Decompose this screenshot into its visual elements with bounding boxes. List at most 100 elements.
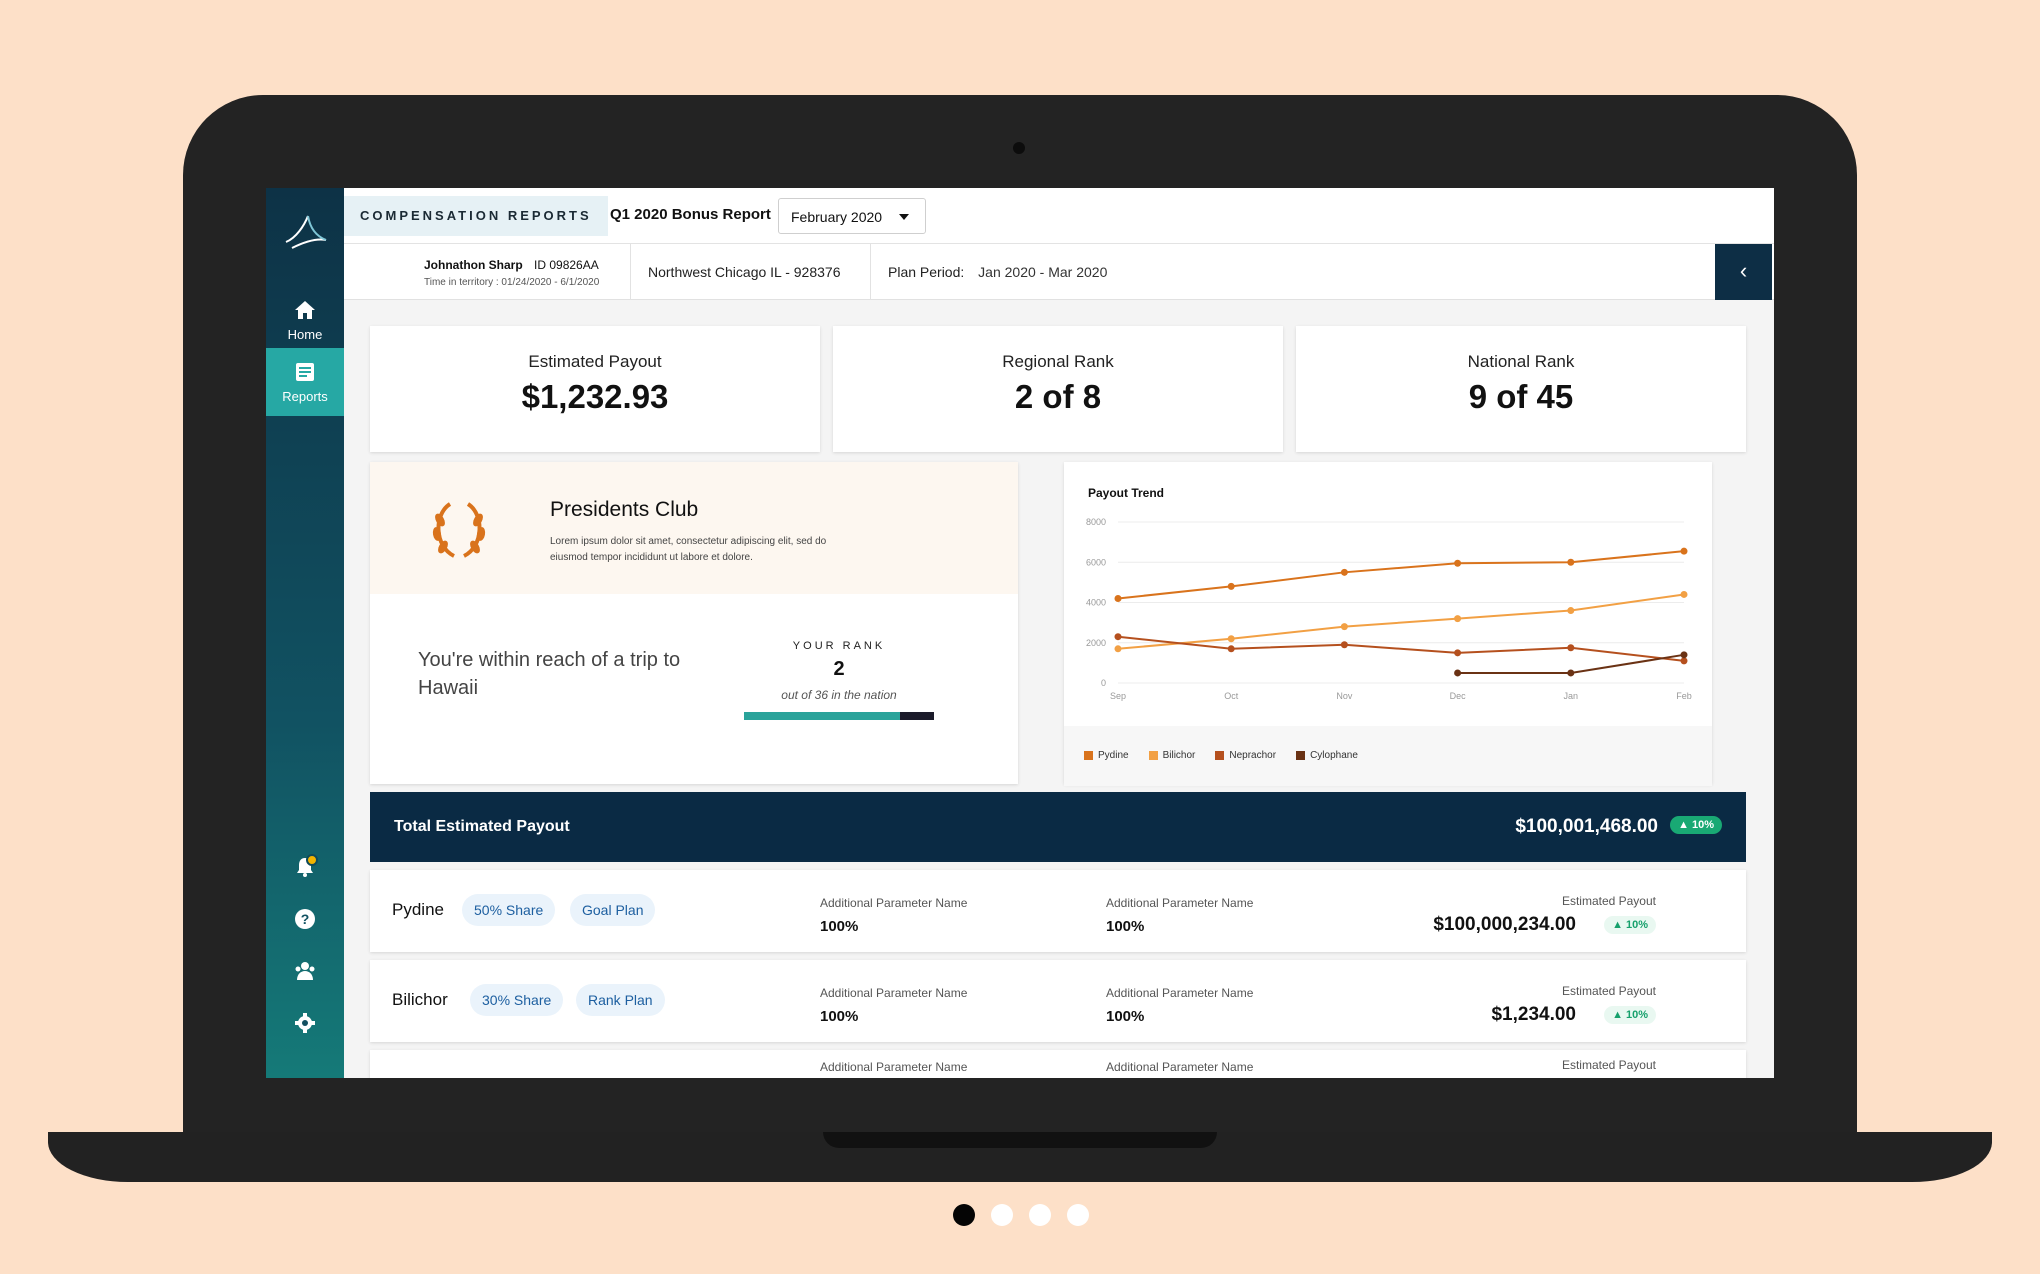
data-point-bilichor[interactable]: [1340, 623, 1348, 631]
home-icon: [295, 300, 315, 319]
camera-dot: [1013, 142, 1025, 154]
data-point-pydine[interactable]: [1227, 582, 1235, 590]
data-point-neprachor[interactable]: [1114, 633, 1122, 641]
data-point-cylophane[interactable]: [1567, 669, 1575, 677]
carousel-dot[interactable]: [1067, 1204, 1089, 1226]
kpi-label: Estimated Payout: [528, 352, 662, 371]
x-tick-label: Dec: [1450, 691, 1467, 701]
plan-row-partial[interactable]: Additional Parameter Name Additional Par…: [370, 1050, 1746, 1078]
data-point-neprachor[interactable]: [1340, 641, 1348, 649]
presidents-club-header: Presidents Club Lorem ipsum dolor sit am…: [370, 462, 1018, 594]
share-pill[interactable]: 30% Share: [470, 984, 564, 1016]
share-pill[interactable]: 50% Share: [462, 894, 556, 926]
legend-swatch: [1296, 751, 1306, 760]
data-point-neprachor[interactable]: [1567, 644, 1575, 652]
territory: Northwest Chicago IL - 928376: [648, 264, 841, 280]
plan-pill[interactable]: Rank Plan: [576, 984, 665, 1016]
chevron-left-icon: ‹: [1739, 258, 1748, 283]
x-tick-label: Sep: [1110, 691, 1126, 701]
help-icon[interactable]: ?: [294, 908, 316, 930]
person-name: Johnathon Sharp ID 09826AA: [424, 258, 599, 272]
plan-row-bilichor[interactable]: Bilichor 30% Share Rank Plan Additional …: [370, 960, 1746, 1042]
report-title: Q1 2020 Bonus Report: [610, 206, 771, 223]
divider: [870, 244, 871, 300]
legend-item-neprachor[interactable]: Neprachor: [1215, 750, 1276, 761]
kpi-value: $1,232.93: [521, 378, 669, 415]
sidebar: Home Reports ?: [266, 188, 344, 1078]
data-point-cylophane[interactable]: [1454, 669, 1462, 677]
sidebar-item-reports[interactable]: Reports: [266, 348, 344, 416]
data-point-pydine[interactable]: [1114, 594, 1122, 602]
total-change-value: 10%: [1691, 819, 1714, 831]
your-rank-value: 2: [833, 658, 845, 680]
row-name: Pydine: [392, 900, 444, 919]
data-point-pydine[interactable]: [1680, 547, 1688, 555]
series-line-pydine: [1117, 550, 1685, 600]
row-change-value: 10%: [1625, 919, 1648, 931]
your-rank-label: YOUR RANK: [792, 640, 886, 652]
data-point-bilichor[interactable]: [1567, 607, 1575, 615]
y-tick-label: 0: [1101, 678, 1106, 688]
presidents-club-description: Lorem ipsum dolor sit amet, consectetur …: [550, 536, 827, 563]
estimated-payout-label: Estimated Payout: [1561, 984, 1656, 998]
data-point-bilichor[interactable]: [1680, 590, 1688, 598]
data-point-neprachor[interactable]: [1454, 649, 1462, 657]
data-point-neprachor[interactable]: [1680, 657, 1688, 665]
rank-progress-fill: [744, 712, 900, 720]
data-point-pydine[interactable]: [1567, 558, 1575, 566]
app-screen: Home Reports ?: [266, 188, 1774, 1078]
legend-label: Bilichor: [1162, 750, 1196, 761]
legend-item-cylophane[interactable]: Cylophane: [1296, 750, 1358, 761]
notification-badge: [306, 854, 318, 866]
param-label: Additional Parameter Name: [820, 1060, 968, 1074]
kpi-value: 2 of 8: [1014, 378, 1102, 415]
sidebar-item-label: Home: [287, 326, 323, 342]
kpi-card-national-rank: National Rank 9 of 45: [1296, 326, 1746, 452]
arrow-up-icon: ▲: [1678, 819, 1689, 831]
carousel-dot[interactable]: [1029, 1204, 1051, 1226]
data-point-pydine[interactable]: [1454, 559, 1462, 567]
chart-title: Payout Trend: [1088, 486, 1165, 500]
data-point-bilichor[interactable]: [1454, 615, 1462, 623]
territory-time: Time in territory : 01/24/2020 - 6/1/202…: [424, 277, 600, 288]
param-label: Additional Parameter Name: [820, 896, 968, 910]
data-point-bilichor[interactable]: [1114, 645, 1122, 653]
collapse-button[interactable]: ‹: [1715, 244, 1772, 300]
gear-icon[interactable]: [294, 1012, 316, 1034]
param-value: 100%: [1106, 918, 1145, 935]
plan-period-label: Plan Period:: [888, 264, 965, 280]
payout-trend-card: Payout Trend 0 2000 4000 6000 8000 Sep Oct Nov D…: [1064, 462, 1712, 786]
y-tick-label: 8000: [1086, 517, 1106, 527]
kpi-card-regional-rank: Regional Rank 2 of 8: [833, 326, 1283, 452]
plan-period: Plan Period: Jan 2020 - Mar 2020: [888, 264, 1107, 280]
carousel-dot[interactable]: [991, 1204, 1013, 1226]
plan-period-value: Jan 2020 - Mar 2020: [978, 264, 1108, 280]
legend-swatch: [1215, 751, 1225, 760]
carousel-dot[interactable]: [953, 1204, 975, 1226]
data-point-pydine[interactable]: [1340, 568, 1348, 576]
data-point-neprachor[interactable]: [1227, 645, 1235, 653]
total-payout-bar: Total Estimated Payout $100,001,468.00 ▲…: [370, 792, 1746, 862]
y-tick-label: 4000: [1086, 598, 1106, 608]
estimated-payout-value: $1,234.00: [1491, 1004, 1576, 1025]
chart-legend: Pydine Bilichor Neprachor Cylophane: [1084, 750, 1358, 761]
data-point-bilichor[interactable]: [1227, 635, 1235, 643]
team-icon[interactable]: [294, 960, 316, 982]
total-change-badge: ▲ 10%: [1670, 816, 1722, 834]
laptop-notch: [823, 1132, 1217, 1148]
arrow-up-icon: ▲: [1612, 1009, 1623, 1021]
plan-row-pydine[interactable]: Pydine 50% Share Goal Plan Additional Pa…: [370, 870, 1746, 952]
row-change-badge: ▲ 10%: [1604, 916, 1656, 934]
kpi-label: National Rank: [1467, 352, 1575, 371]
legend-item-pydine[interactable]: Pydine: [1084, 750, 1129, 761]
row-change-badge: ▲ 10%: [1604, 1006, 1656, 1024]
month-select[interactable]: February 2020: [778, 198, 926, 234]
param-label: Additional Parameter Name: [820, 986, 968, 1000]
data-point-cylophane[interactable]: [1680, 651, 1688, 659]
total-value: $100,001,468.00: [1515, 816, 1658, 837]
sidebar-item-home[interactable]: Home: [266, 286, 344, 354]
legend-label: Cylophane: [1310, 750, 1358, 761]
legend-item-bilichor[interactable]: Bilichor: [1148, 750, 1196, 761]
plan-pill[interactable]: Goal Plan: [570, 894, 656, 926]
x-tick-label: Nov: [1336, 691, 1353, 701]
